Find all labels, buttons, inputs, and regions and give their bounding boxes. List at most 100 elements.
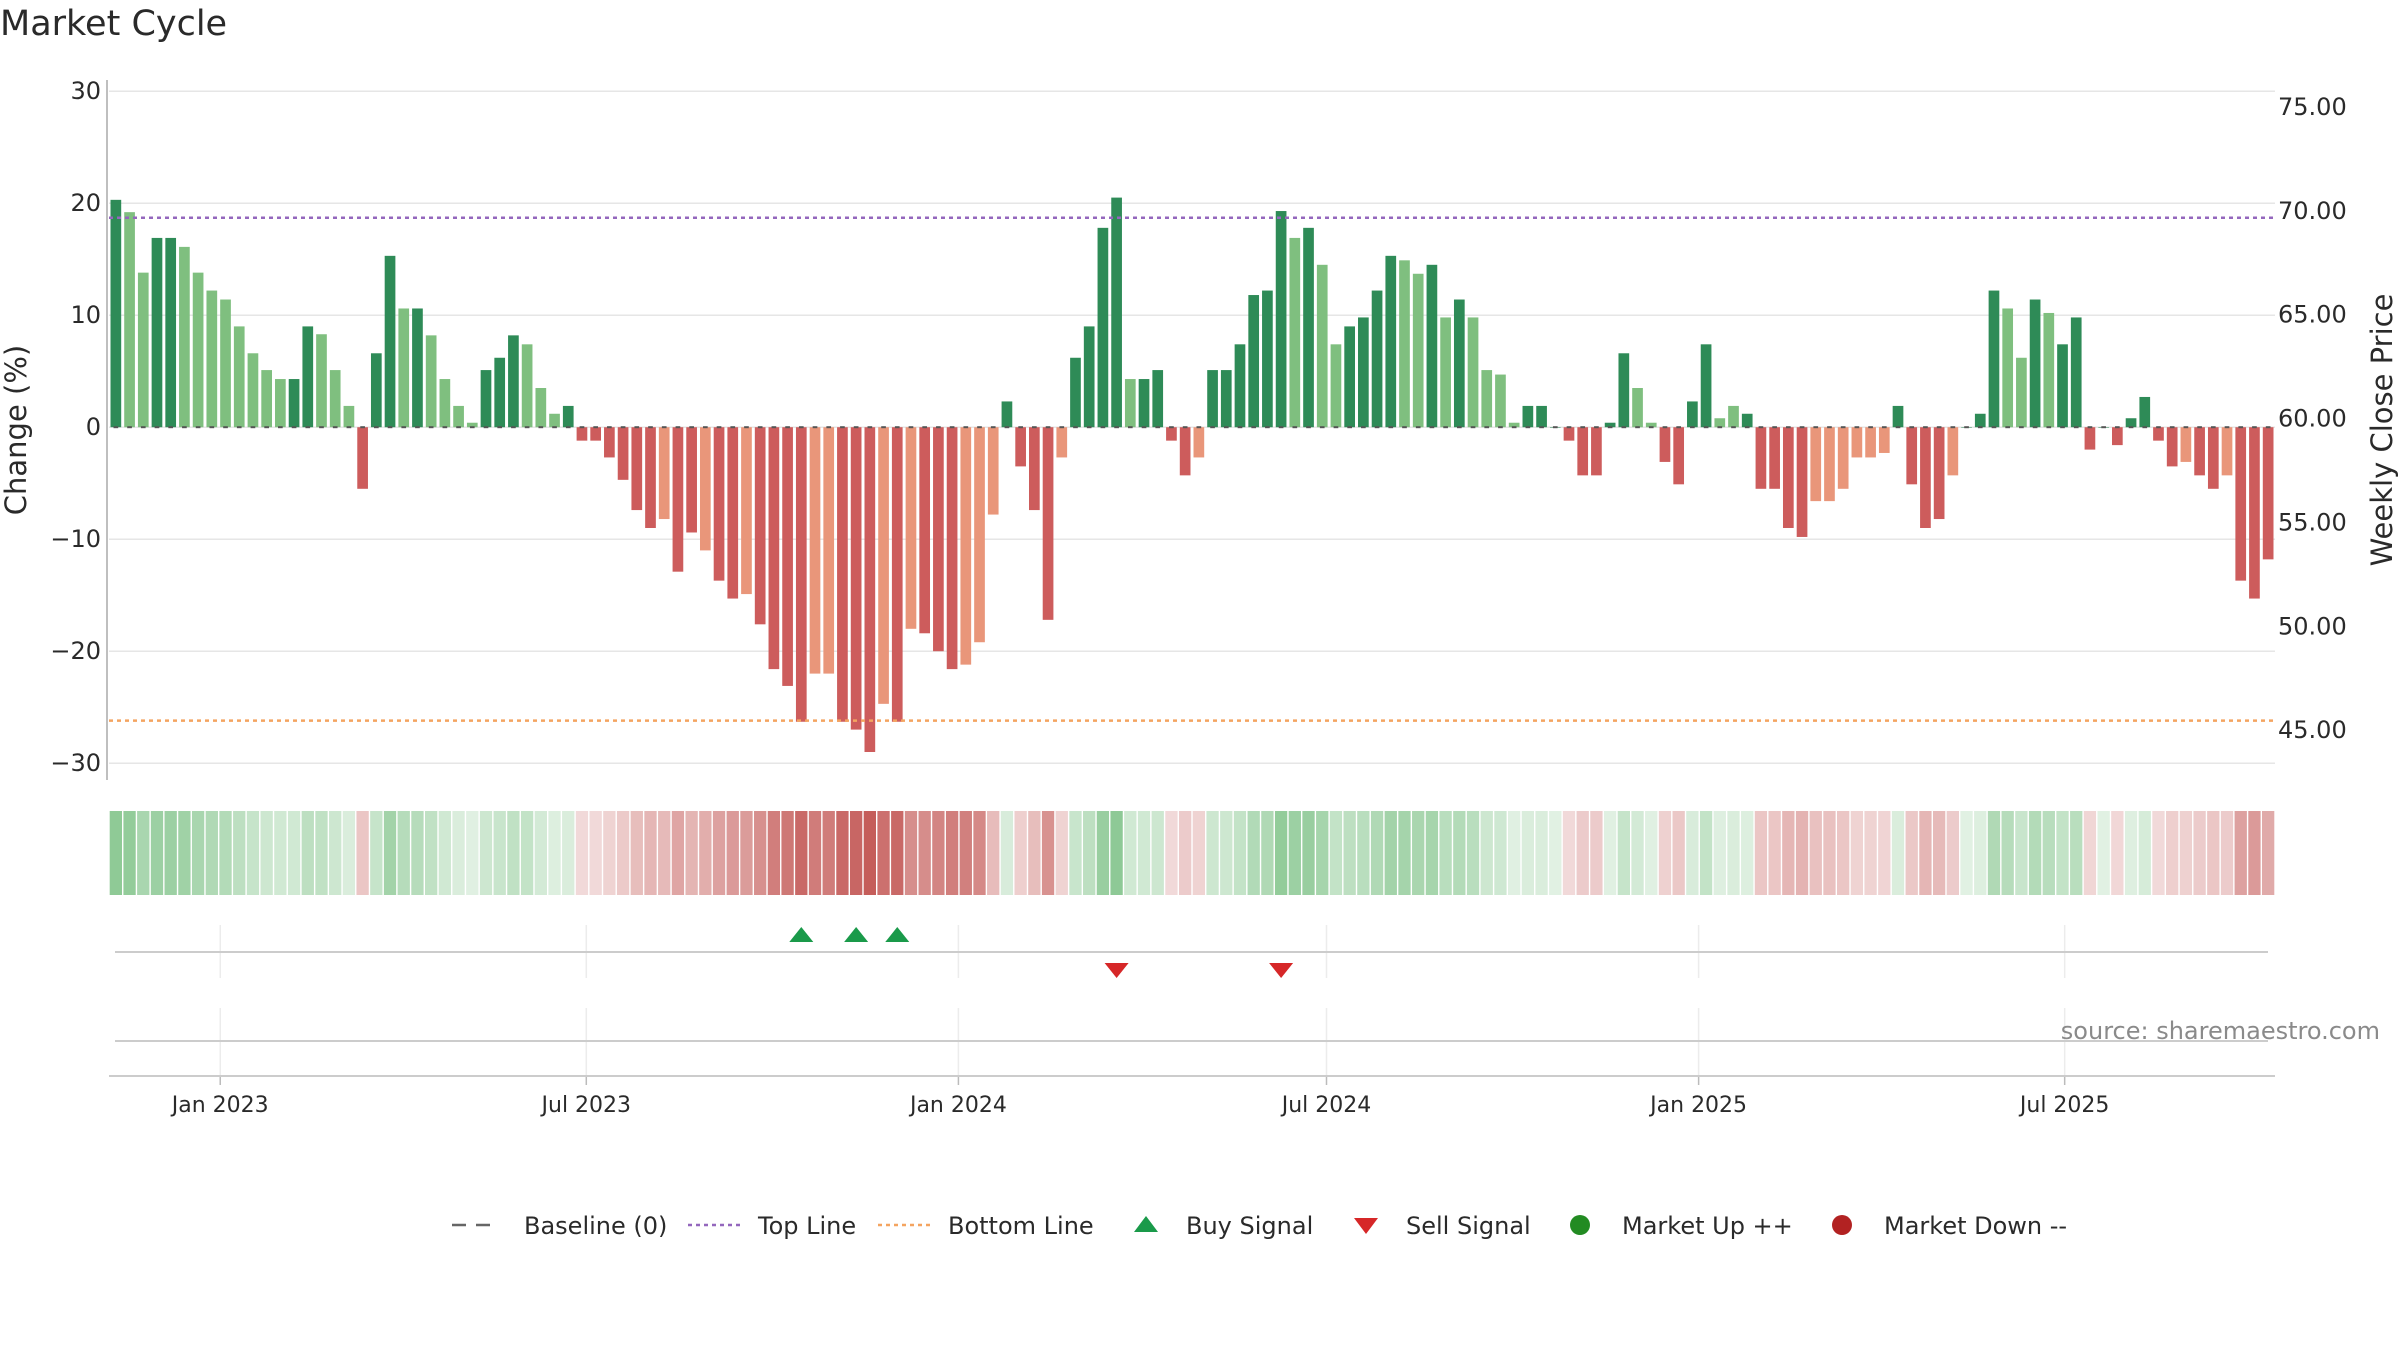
heat-cell bbox=[1590, 811, 1603, 895]
reference-lines bbox=[109, 216, 2275, 722]
heat-cell bbox=[1096, 811, 1110, 895]
heat-cell bbox=[1439, 811, 1452, 895]
legend: Baseline (0) Top Line Bottom Line Buy Signa… bbox=[452, 1212, 2067, 1240]
heat-cell bbox=[575, 811, 589, 895]
bar bbox=[1933, 427, 1945, 520]
bar bbox=[1824, 427, 1835, 502]
y2-tick-label: 55.00 bbox=[2278, 508, 2347, 536]
heat-cell bbox=[849, 811, 863, 895]
heat-cell bbox=[1220, 811, 1233, 895]
heat-cell bbox=[1261, 811, 1274, 895]
legend-label: Market Up ++ bbox=[1622, 1212, 1793, 1240]
x-tick-label: Jul 2024 bbox=[1280, 1093, 1372, 1118]
bar bbox=[151, 237, 163, 428]
bar bbox=[1001, 401, 1013, 428]
bar bbox=[1248, 295, 1260, 428]
heat-cell bbox=[562, 811, 575, 895]
heat-cell bbox=[1178, 811, 1192, 895]
heat-cell bbox=[2111, 811, 2124, 895]
bar bbox=[2139, 396, 2151, 428]
heat-cell bbox=[1905, 811, 1918, 895]
bar bbox=[850, 427, 862, 730]
bar bbox=[412, 308, 423, 428]
triangle-down-icon bbox=[1354, 1218, 1378, 1234]
bar bbox=[1659, 427, 1671, 462]
bar bbox=[754, 427, 766, 625]
bar bbox=[2166, 427, 2178, 467]
bars-layer bbox=[110, 197, 2274, 752]
bar bbox=[1344, 326, 1355, 428]
bar bbox=[1330, 344, 1342, 428]
heat-cell bbox=[1809, 811, 1822, 895]
heat-cell bbox=[1864, 811, 1877, 895]
bar bbox=[741, 427, 752, 595]
circle-icon bbox=[1832, 1215, 1852, 1235]
bar bbox=[1563, 427, 1575, 441]
bar bbox=[960, 427, 972, 665]
heat-cell bbox=[137, 811, 150, 895]
heat-cell bbox=[2248, 811, 2261, 895]
heat-cell bbox=[904, 811, 918, 895]
legend-label: Market Down -- bbox=[1884, 1212, 2067, 1240]
heat-cell bbox=[1014, 811, 1027, 895]
heat-cell bbox=[1165, 811, 1178, 895]
heat-cell bbox=[959, 811, 972, 895]
heat-cell bbox=[2070, 811, 2083, 895]
chart-title: Market Cycle bbox=[0, 4, 228, 44]
heat-cell bbox=[2166, 811, 2179, 895]
heat-cell bbox=[1754, 811, 1768, 895]
heat-cell bbox=[795, 811, 808, 895]
bar bbox=[2153, 427, 2164, 441]
heat-cell bbox=[822, 811, 835, 895]
bar bbox=[1481, 370, 1493, 428]
heat-cell bbox=[1521, 811, 1535, 895]
heat-cell bbox=[1206, 811, 1219, 895]
heat-cell bbox=[493, 811, 506, 895]
heat-cell bbox=[1576, 811, 1589, 895]
bar bbox=[576, 427, 588, 441]
heat-cell bbox=[1508, 811, 1521, 895]
bar bbox=[1700, 344, 1712, 428]
bar bbox=[384, 255, 396, 428]
heat-cell bbox=[726, 811, 739, 895]
heat-cell bbox=[1768, 811, 1781, 895]
heat-cell bbox=[2001, 811, 2014, 895]
x-tick-label: Jul 2023 bbox=[540, 1093, 632, 1118]
bar bbox=[316, 334, 327, 428]
heat-cell bbox=[2042, 811, 2055, 895]
heat-cell bbox=[1041, 811, 1055, 895]
heat-cell bbox=[918, 811, 931, 895]
bar bbox=[1207, 370, 1218, 428]
heat-cell bbox=[548, 811, 561, 895]
bar bbox=[425, 335, 437, 428]
buy-signal-marker bbox=[885, 927, 910, 942]
bar bbox=[261, 370, 272, 428]
bar bbox=[549, 413, 560, 428]
bar bbox=[302, 326, 314, 428]
heat-cell bbox=[1699, 811, 1713, 895]
bar bbox=[1070, 357, 1081, 428]
legend-label: Buy Signal bbox=[1186, 1212, 1313, 1240]
bar bbox=[1988, 290, 2000, 428]
heat-cell bbox=[356, 811, 369, 895]
heat-cell bbox=[2261, 811, 2275, 895]
buy-signal-marker bbox=[789, 927, 814, 942]
heat-cell bbox=[658, 811, 671, 895]
heat-cell bbox=[671, 811, 685, 895]
heat-cell bbox=[287, 811, 301, 895]
bar bbox=[1166, 427, 1177, 441]
heat-cell bbox=[1919, 811, 1932, 895]
heat-cell bbox=[1480, 811, 1493, 895]
heat-cell bbox=[520, 811, 534, 895]
bar bbox=[2084, 427, 2096, 450]
bar bbox=[617, 427, 629, 480]
y-tick-label: 0 bbox=[86, 413, 101, 441]
bar bbox=[1536, 405, 1547, 428]
bar bbox=[480, 370, 492, 428]
heat-cell bbox=[1398, 811, 1411, 895]
heat-cell bbox=[370, 811, 383, 895]
bar bbox=[727, 427, 739, 599]
bar bbox=[1645, 422, 1657, 428]
bar bbox=[1522, 405, 1534, 428]
